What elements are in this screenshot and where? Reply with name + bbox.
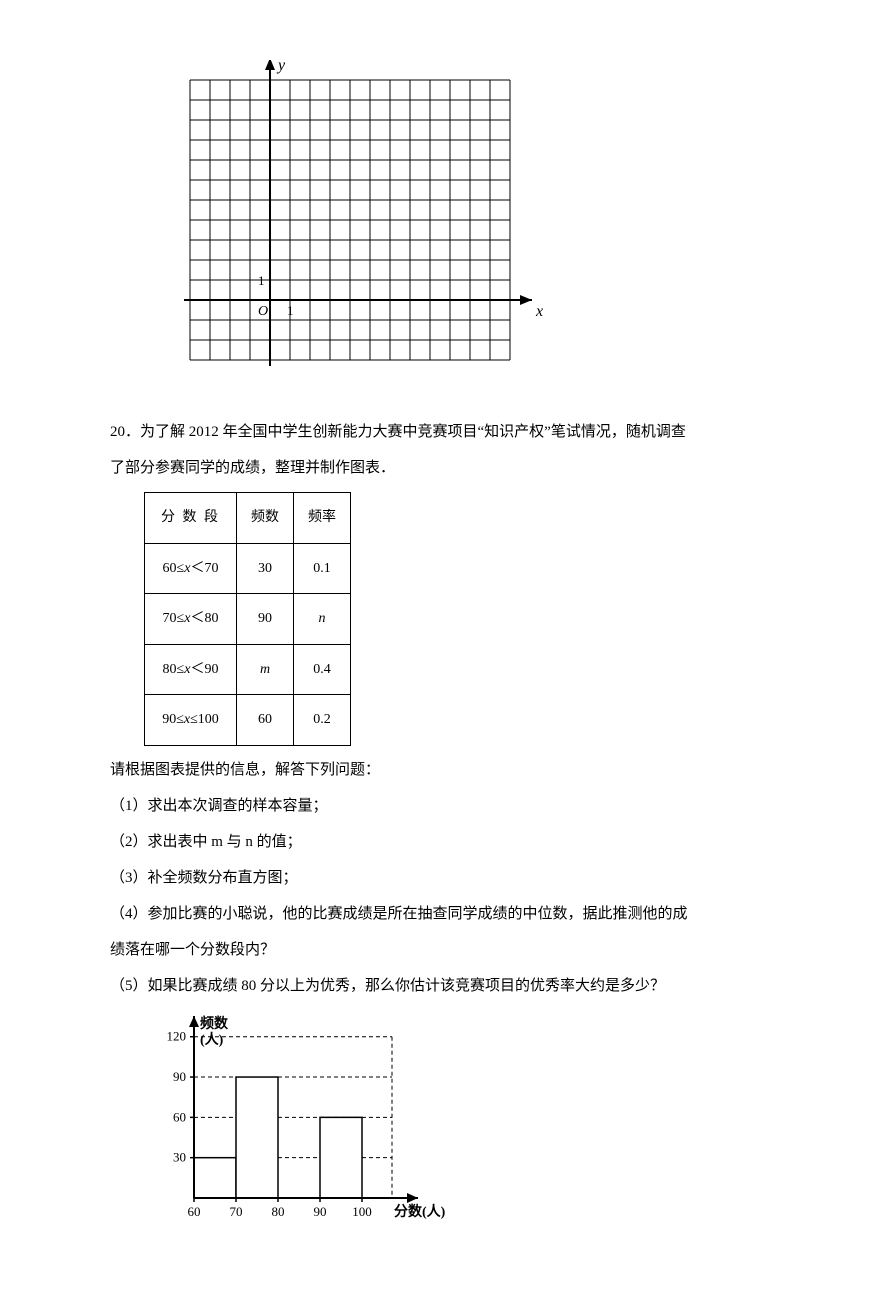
svg-text:y: y — [276, 60, 286, 74]
after-table-text: 请根据图表提供的信息，解答下列问题： — [110, 752, 782, 788]
question-3: （3）补全频数分布直方图； — [110, 860, 782, 896]
svg-text:120: 120 — [167, 1029, 187, 1044]
svg-text:1: 1 — [258, 273, 265, 288]
svg-text:O: O — [258, 304, 268, 319]
cell-rate: 0.1 — [294, 543, 351, 594]
svg-text:80: 80 — [272, 1204, 285, 1219]
question-4b: 绩落在哪一个分数段内？ — [110, 932, 782, 968]
cell-freq: 90 — [237, 594, 294, 645]
svg-text:60: 60 — [173, 1109, 186, 1124]
cell-seg: 90≤x≤100 — [145, 695, 237, 746]
col-freq: 频数 — [237, 493, 294, 544]
question-2: （2）求出表中 m 与 n 的值； — [110, 824, 782, 860]
cell-seg: 70≤x＜80 — [145, 594, 237, 645]
cell-freq: 60 — [237, 695, 294, 746]
cell-freq: 30 — [237, 543, 294, 594]
table-header-row: 分 数 段 频数 频率 — [145, 493, 351, 544]
svg-text:90: 90 — [314, 1204, 327, 1219]
histogram: 30 60 90 120 60 70 80 90 100 频数(人) 分数(人) — [144, 1008, 782, 1242]
table-row: 60≤x＜70 30 0.1 — [145, 543, 351, 594]
cell-seg: 60≤x＜70 — [145, 543, 237, 594]
question-5: （5）如果比赛成绩 80 分以上为优秀，那么你估计该竞赛项目的优秀率大约是多少？ — [110, 968, 782, 1004]
cell-rate: 0.2 — [294, 695, 351, 746]
svg-text:分数(人): 分数(人) — [394, 1203, 446, 1220]
svg-text:100: 100 — [352, 1204, 372, 1219]
table-row: 80≤x＜90 m 0.4 — [145, 644, 351, 695]
cell-rate: 0.4 — [294, 644, 351, 695]
frequency-table: 分 数 段 频数 频率 60≤x＜70 30 0.1 70≤x＜80 90 n … — [144, 492, 351, 746]
svg-text:(人): (人) — [200, 1031, 224, 1048]
svg-text:60: 60 — [188, 1204, 201, 1219]
histogram-svg: 30 60 90 120 60 70 80 90 100 频数(人) 分数(人) — [144, 1008, 504, 1228]
svg-text:x: x — [535, 303, 543, 320]
question-1: （1）求出本次调查的样本容量； — [110, 788, 782, 824]
svg-text:1: 1 — [287, 303, 294, 318]
cell-seg: 80≤x＜90 — [145, 644, 237, 695]
problem-20: 20．为了解 2012 年全国中学生创新能力大赛中竞赛项目“知识产权”笔试情况，… — [110, 414, 782, 1242]
problem-number: 20． — [110, 424, 140, 440]
svg-text:90: 90 — [173, 1069, 186, 1084]
question-4a: （4）参加比赛的小聪说，他的比赛成绩是所在抽查同学成绩的中位数，据此推测他的成 — [110, 896, 782, 932]
table-row: 90≤x≤100 60 0.2 — [145, 695, 351, 746]
svg-text:频数: 频数 — [200, 1015, 229, 1032]
coordinate-grid-svg: y x O 1 1 — [170, 60, 550, 390]
col-seg: 分 数 段 — [145, 493, 237, 544]
problem-text-line2: 了部分参赛同学的成绩，整理并制作图表． — [110, 450, 782, 486]
svg-text:30: 30 — [173, 1150, 186, 1165]
table-row: 70≤x＜80 90 n — [145, 594, 351, 645]
col-rate: 频率 — [294, 493, 351, 544]
svg-text:70: 70 — [230, 1204, 243, 1219]
coordinate-grid: y x O 1 1 — [170, 60, 782, 390]
problem-text-line1: 为了解 2012 年全国中学生创新能力大赛中竞赛项目“知识产权”笔试情况，随机调… — [140, 424, 686, 440]
cell-rate: n — [294, 594, 351, 645]
cell-freq: m — [237, 644, 294, 695]
